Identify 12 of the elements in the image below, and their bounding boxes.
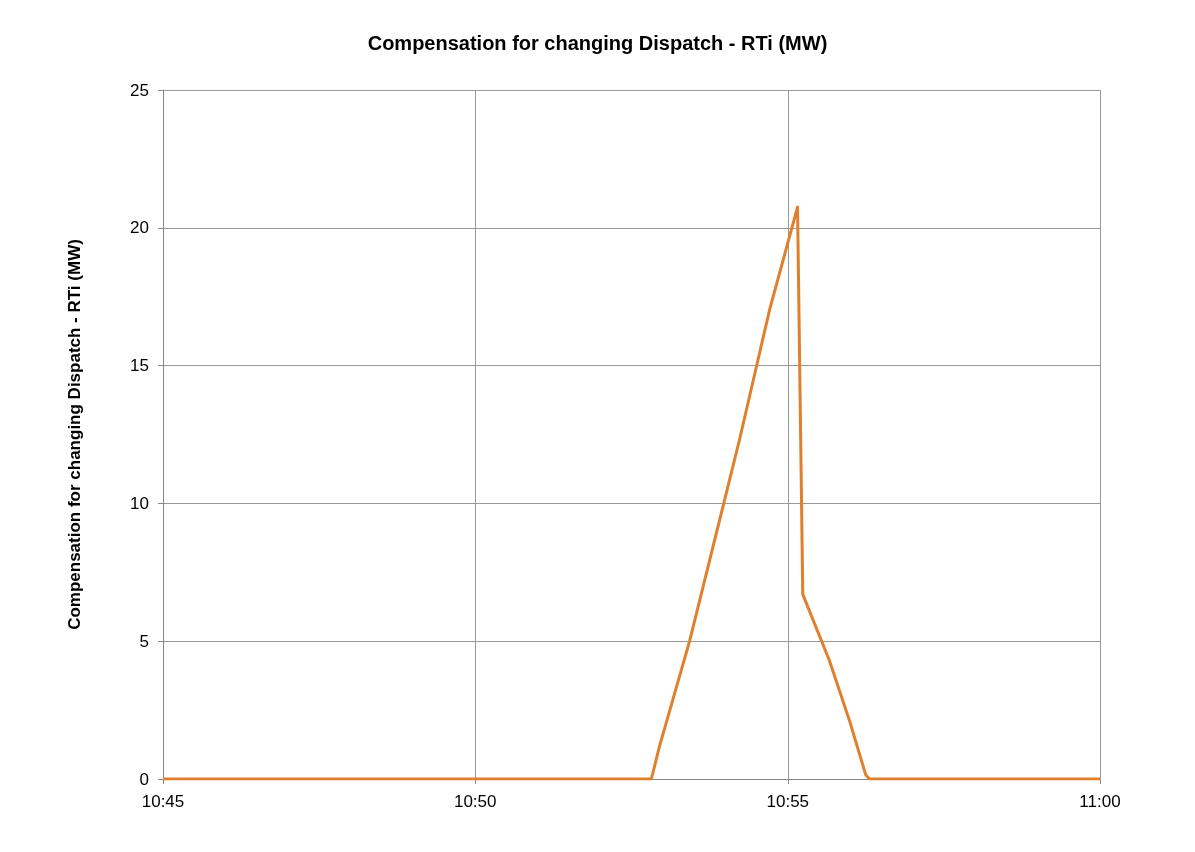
y-tick-label: 15 bbox=[130, 356, 149, 376]
x-tick-label: 10:55 bbox=[766, 792, 810, 811]
y-tick-label: 10 bbox=[130, 493, 149, 513]
y-axis-title: Compensation for changing Dispatch - RTi (MW) bbox=[65, 239, 84, 630]
chart-title: Compensation for changing Dispatch - RTi (MW) bbox=[367, 32, 828, 54]
y-tick-label: 5 bbox=[139, 631, 149, 651]
y-tick-label: 25 bbox=[130, 80, 149, 100]
x-tick-label: 10:50 bbox=[453, 792, 497, 811]
x-tick-label: 10:45 bbox=[141, 792, 185, 811]
x-tick-label: 11:00 bbox=[1079, 792, 1121, 811]
y-tick-label: 20 bbox=[130, 218, 149, 238]
y-tick-label: 0 bbox=[139, 769, 149, 789]
